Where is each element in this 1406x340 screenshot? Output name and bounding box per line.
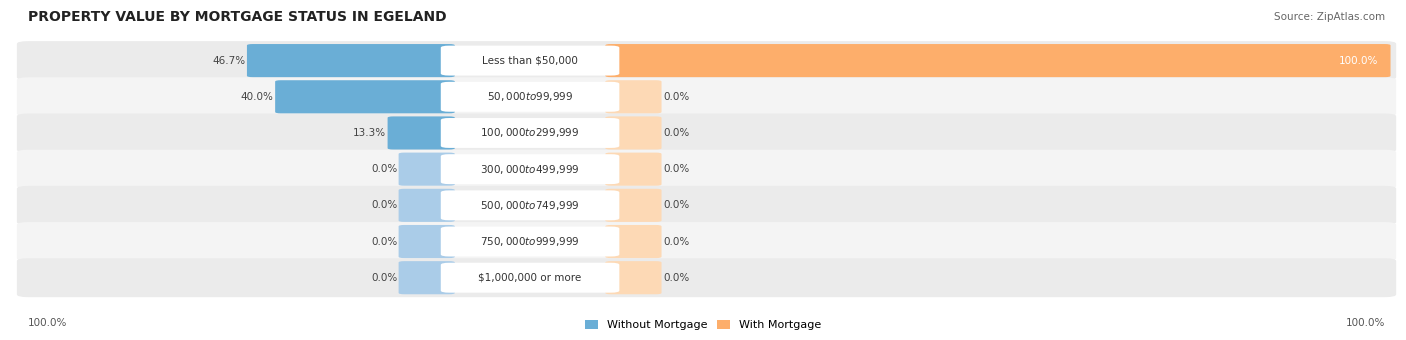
Text: $50,000 to $99,999: $50,000 to $99,999	[486, 90, 574, 103]
Text: Less than $50,000: Less than $50,000	[482, 56, 578, 66]
Text: 0.0%: 0.0%	[664, 237, 689, 246]
Text: 100.0%: 100.0%	[28, 318, 67, 328]
Text: 0.0%: 0.0%	[664, 128, 689, 138]
Text: 0.0%: 0.0%	[371, 164, 396, 174]
Text: 13.3%: 13.3%	[353, 128, 387, 138]
Text: 0.0%: 0.0%	[664, 200, 689, 210]
Text: $500,000 to $749,999: $500,000 to $749,999	[481, 199, 579, 212]
Text: 0.0%: 0.0%	[371, 237, 396, 246]
Text: PROPERTY VALUE BY MORTGAGE STATUS IN EGELAND: PROPERTY VALUE BY MORTGAGE STATUS IN EGE…	[28, 10, 447, 24]
Text: $100,000 to $299,999: $100,000 to $299,999	[481, 126, 579, 139]
Text: 0.0%: 0.0%	[664, 164, 689, 174]
Text: 40.0%: 40.0%	[240, 92, 274, 102]
Text: 0.0%: 0.0%	[371, 200, 396, 210]
Text: 0.0%: 0.0%	[371, 273, 396, 283]
Text: 100.0%: 100.0%	[1339, 56, 1378, 66]
Text: $750,000 to $999,999: $750,000 to $999,999	[481, 235, 579, 248]
Legend: Without Mortgage, With Mortgage: Without Mortgage, With Mortgage	[581, 315, 825, 335]
Text: $1,000,000 or more: $1,000,000 or more	[478, 273, 582, 283]
Text: 46.7%: 46.7%	[212, 56, 246, 66]
Text: 0.0%: 0.0%	[664, 273, 689, 283]
Text: $300,000 to $499,999: $300,000 to $499,999	[481, 163, 579, 176]
Text: 100.0%: 100.0%	[1346, 318, 1385, 328]
Text: Source: ZipAtlas.com: Source: ZipAtlas.com	[1274, 12, 1385, 22]
Text: 0.0%: 0.0%	[664, 92, 689, 102]
